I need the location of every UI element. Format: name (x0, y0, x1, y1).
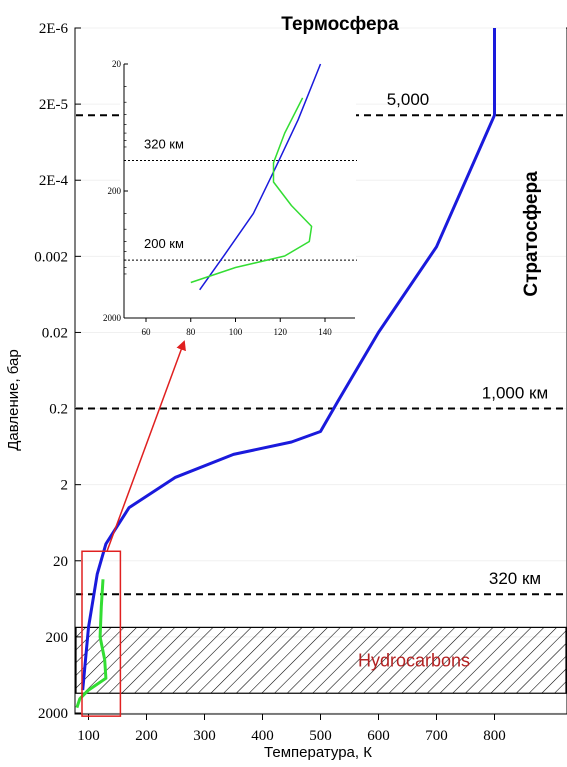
hydrocarbons-band (75, 626, 567, 694)
main-x-tick-label: 100 (77, 728, 100, 744)
thermosphere-label: Термосфера (281, 14, 399, 35)
main-y-tick-label: 0.002 (34, 249, 68, 265)
x-axis-title: Температура, К (264, 744, 372, 761)
inset-y-tick-label: 20 (112, 59, 122, 69)
main-y-axis: 2E-6 2E-5 2E-4 0.002 0.02 0.2 2 20 200 2000 (34, 21, 81, 722)
inset-series-line-2 (190, 97, 313, 284)
zoom-arrow (106, 340, 186, 552)
main-y-tick-label: 2 (61, 478, 69, 494)
main-y-tick-label: 0.2 (49, 402, 68, 418)
main-y-tick-label: 2E-5 (39, 97, 68, 113)
inset-reference-line-label: 320 км (144, 136, 184, 151)
main-y-tick-label: 200 (46, 630, 69, 646)
y-axis-title: Давление, бар (5, 349, 22, 451)
main-y-tick-label: 2E-4 (39, 173, 69, 189)
main-y-tick-label: 2E-6 (39, 21, 69, 37)
inset-x-axis: 60 80 100 120 140 (142, 318, 332, 337)
main-x-tick-label: 600 (367, 728, 390, 744)
inset-x-tick-label: 120 (274, 327, 288, 337)
inset-x-tick-label: 60 (142, 327, 152, 337)
inset-y-tick-label: 200 (108, 186, 122, 196)
inset-series-line-1 (199, 63, 322, 291)
zoom-box (81, 550, 122, 717)
main-x-tick-label: 400 (251, 728, 274, 744)
main-y-tick-label: 20 (53, 554, 68, 570)
main-x-tick-label: 300 (193, 728, 216, 744)
main-x-tick-label: 700 (425, 728, 448, 744)
inset-y-axis: 20 200 2000 (103, 59, 128, 323)
inset-x-tick-label: 100 (229, 327, 243, 337)
reference-line-label: 5,000 (387, 90, 430, 109)
inset-y-tick-label: 2000 (103, 313, 122, 323)
inset-x-tick-label: 140 (318, 327, 332, 337)
reference-line-label: 320 км (489, 569, 541, 588)
main-x-axis: 100 200 300 400 500 600 700 800 (77, 714, 506, 744)
main-x-tick-label: 800 (483, 728, 506, 744)
inset-series (190, 63, 322, 291)
inset-reference-lines: 320 км 200 км (124, 136, 357, 261)
inset-chart: 20 200 2000 60 80 100 120 140 320 км 200 км (103, 59, 357, 337)
main-x-tick-label: 200 (135, 728, 158, 744)
main-y-tick-label: 0.02 (42, 325, 68, 341)
main-x-tick-label: 500 (309, 728, 332, 744)
inset-x-tick-label: 80 (186, 327, 196, 337)
hydrocarbons-label: Hydrocarbons (358, 650, 470, 670)
main-y-tick-label: 2000 (38, 706, 68, 722)
inset-background (120, 62, 356, 320)
main-series-line-1 (81, 28, 496, 691)
inset-reference-line-label: 200 км (144, 236, 184, 251)
stratosphere-label: Стратосфера (521, 171, 542, 297)
reference-line-label: 1,000 км (482, 384, 548, 403)
